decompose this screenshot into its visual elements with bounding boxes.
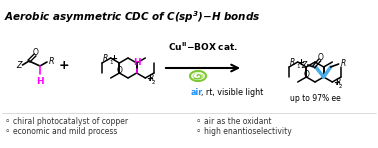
- Text: +: +: [297, 58, 304, 66]
- Text: 1: 1: [297, 64, 300, 69]
- Text: O: O: [304, 70, 309, 78]
- Text: 2: 2: [338, 84, 342, 89]
- Text: 1: 1: [110, 60, 113, 65]
- Text: ◦: ◦: [196, 117, 201, 126]
- Text: R: R: [148, 74, 153, 82]
- Text: O: O: [116, 66, 122, 74]
- Text: Z: Z: [301, 61, 307, 70]
- Text: R: R: [290, 58, 295, 66]
- Text: H: H: [36, 77, 44, 86]
- Text: chiral photocatalyst of copper: chiral photocatalyst of copper: [13, 117, 128, 126]
- Text: air as the oxidant: air as the oxidant: [204, 117, 271, 126]
- Text: +: +: [59, 58, 69, 71]
- Text: +: +: [146, 74, 153, 82]
- Text: , rt, visible light: , rt, visible light: [201, 88, 263, 97]
- Text: R: R: [341, 58, 346, 67]
- Text: high enantioselectivity: high enantioselectivity: [204, 127, 292, 136]
- Text: air: air: [191, 88, 203, 97]
- Text: $\bfit{Aerobic\ asymmetric\ CDC\ of\ }$$\bfit{C}$$\bfit{(sp}$$^{\bfit{3}}$$\bfit: $\bfit{Aerobic\ asymmetric\ CDC\ of\ }$$…: [4, 9, 260, 25]
- Text: Z: Z: [17, 61, 22, 70]
- Text: ◦: ◦: [5, 127, 10, 136]
- Text: economic and mild process: economic and mild process: [13, 127, 118, 136]
- Text: R: R: [102, 53, 108, 62]
- Text: R: R: [49, 57, 54, 66]
- Text: ◦: ◦: [5, 117, 10, 126]
- Text: R: R: [335, 78, 341, 86]
- Text: +: +: [110, 53, 117, 62]
- Text: O: O: [33, 48, 39, 57]
- Text: O: O: [318, 53, 324, 62]
- Text: Cu$^{\mathbf{II}}$$\mathbf{-BOX\ cat.}$: Cu$^{\mathbf{II}}$$\mathbf{-BOX\ cat.}$: [168, 41, 238, 53]
- Text: 2: 2: [151, 80, 155, 85]
- Text: ◦: ◦: [196, 127, 201, 136]
- Text: H: H: [133, 58, 141, 67]
- Text: up to 97% ee: up to 97% ee: [290, 94, 340, 103]
- Text: +: +: [333, 78, 340, 86]
